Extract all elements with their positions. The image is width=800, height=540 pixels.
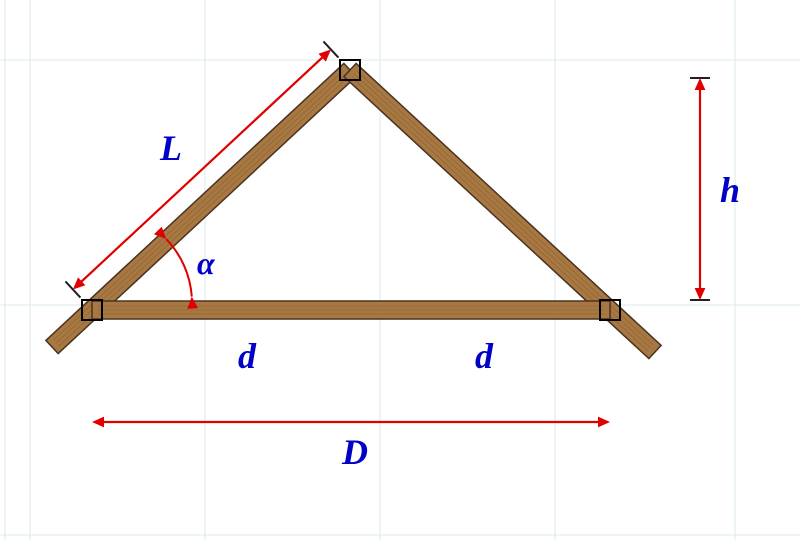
label-alpha: α	[197, 245, 216, 281]
label-D: D	[341, 432, 368, 472]
label-L: L	[159, 128, 182, 168]
roof-truss	[46, 60, 661, 359]
label-h: h	[720, 170, 740, 210]
label-d1: d	[238, 336, 257, 376]
label-d2: d	[475, 336, 494, 376]
truss-diagram: Lα h d d D	[0, 0, 800, 540]
background-grid	[0, 0, 800, 540]
